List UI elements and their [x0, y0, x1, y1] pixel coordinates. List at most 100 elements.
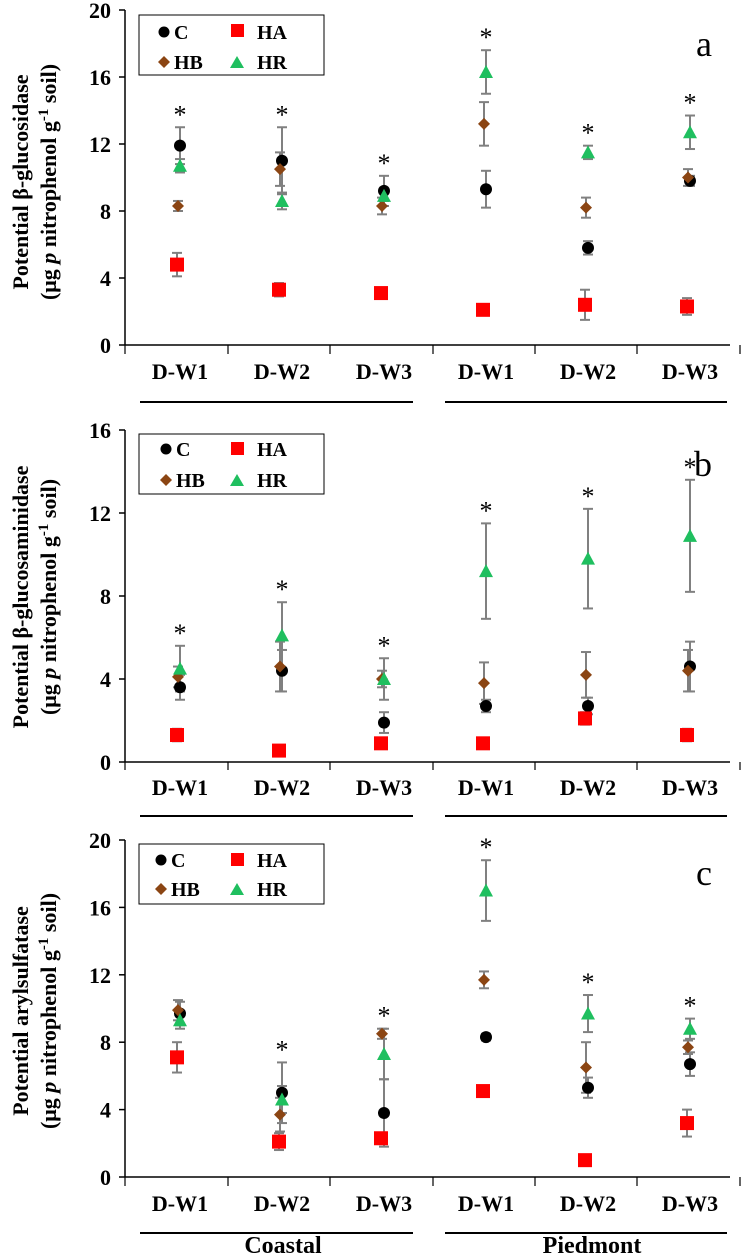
legend-label-hb: HB	[171, 879, 200, 901]
y-tick-label: 0	[100, 333, 111, 358]
point-ha	[680, 728, 694, 743]
significance-star: *	[684, 89, 697, 118]
point-hr	[479, 64, 493, 78]
significance-star: *	[378, 631, 391, 660]
x-tick-label: D-W1	[458, 359, 514, 384]
point-hb	[274, 163, 286, 176]
legend-marker-ha	[231, 853, 244, 866]
point-hb	[172, 1004, 184, 1017]
point-ha	[680, 1116, 694, 1131]
point-ha	[374, 736, 388, 751]
point-c	[276, 154, 288, 167]
panel-b-ylabel-line1: Potential β-glucosaminidase	[8, 465, 33, 728]
x-tick-label: D-W1	[152, 775, 208, 800]
panel-a-ylabel-line1: Potential β-glucosidase	[8, 74, 33, 289]
panel-c-ylabel-line1: Potential arylsulfatase	[8, 906, 33, 1116]
x-tick-label: D-W2	[254, 775, 310, 800]
y-tick-label: 8	[100, 584, 111, 609]
y-tick-label: 16	[89, 418, 111, 443]
x-tick-label: D-W2	[560, 775, 616, 800]
panel-a-plot: 0 4 8 12 16 20 D-W1 D-W2 D-W3 D-W1 D-W2 D-W3 * * * * * *	[89, 0, 741, 403]
significance-star: *	[174, 100, 187, 129]
panel-b-ylabel-line2: (μg p nitrophenol g-1 soil)	[36, 479, 61, 715]
y-tick-label: 8	[100, 199, 111, 224]
y-tick-label: 4	[100, 667, 111, 692]
point-hr	[683, 125, 697, 139]
point-ha	[578, 1153, 592, 1168]
point-c	[378, 1106, 390, 1119]
point-hb	[274, 1108, 286, 1121]
point-ha	[374, 1131, 388, 1146]
panel-a-legend: C HA HB HR	[138, 14, 325, 76]
legend-marker-c	[155, 854, 167, 866]
point-c	[582, 241, 594, 254]
group-label-coastal: Coastal	[244, 1233, 322, 1259]
point-hb	[478, 973, 490, 986]
panel-c-letter: c	[696, 853, 712, 893]
point-hr	[173, 661, 187, 675]
y-tick-label: 8	[100, 1030, 111, 1055]
panel-a-ylabel-line2: (μg p nitrophenol g-1 soil)	[36, 64, 61, 300]
point-ha	[272, 743, 286, 758]
x-tick-label: D-W1	[152, 1191, 208, 1216]
point-hb	[376, 1027, 388, 1040]
legend-label-ha: HA	[257, 850, 288, 872]
point-hb	[682, 664, 694, 677]
point-hr	[377, 1046, 391, 1060]
legend-marker-hb	[155, 883, 167, 895]
legend-marker-ha	[231, 24, 244, 37]
panel-b-plot: 0 4 8 12 16 D-W1 D-W2 D-W3 D-W1 D-W2 D-W3 * * * * * *	[89, 418, 741, 817]
point-hr	[479, 883, 493, 897]
legend-label-ha: HA	[257, 439, 288, 461]
panel-c-legend: C HA HB HR	[138, 843, 325, 905]
point-ha	[170, 1050, 184, 1065]
y-tick-label: 4	[100, 1098, 111, 1123]
point-hb	[478, 117, 490, 130]
legend-marker-hb	[158, 56, 170, 68]
x-tick-label: D-W2	[560, 359, 616, 384]
x-tick-label: D-W1	[458, 1191, 514, 1216]
point-ha	[578, 297, 592, 312]
significance-star: *	[480, 833, 493, 862]
point-c	[684, 1058, 696, 1071]
legend-marker-hr	[230, 56, 244, 68]
panel-a: Potential β-glucosidase (μg p nitropheno…	[8, 0, 741, 403]
point-hr	[275, 1092, 289, 1106]
significance-star: *	[582, 482, 595, 511]
significance-star: *	[276, 100, 289, 129]
x-tick-label: D-W1	[458, 775, 514, 800]
x-tick-label: D-W2	[254, 359, 310, 384]
group-label-piedmont: Piedmont	[543, 1233, 642, 1259]
point-ha	[680, 299, 694, 314]
legend-label-c: C	[171, 850, 185, 872]
point-ha	[170, 728, 184, 743]
point-c	[174, 139, 186, 152]
significance-star: *	[582, 119, 595, 148]
point-hr	[683, 528, 697, 542]
y-tick-label: 20	[89, 0, 111, 23]
y-tick-label: 0	[100, 750, 111, 775]
point-hb	[580, 1061, 592, 1074]
point-hb	[172, 199, 184, 212]
point-hr	[479, 564, 493, 578]
x-tick-label: D-W2	[560, 1191, 616, 1216]
significance-star: *	[582, 968, 595, 997]
panel-a-letter: a	[696, 24, 712, 64]
point-hr	[377, 672, 391, 685]
legend-marker-hb	[160, 474, 172, 486]
y-tick-label: 4	[100, 266, 111, 291]
legend-label-hr: HR	[257, 879, 288, 901]
point-ha	[476, 736, 490, 751]
legend-label-ha: HA	[257, 22, 288, 44]
point-c	[480, 183, 492, 196]
y-tick-label: 12	[89, 963, 111, 988]
point-hr	[173, 158, 187, 172]
point-ha	[170, 257, 184, 272]
y-tick-label: 20	[89, 828, 111, 853]
point-c	[480, 1031, 492, 1044]
legend-marker-ha	[231, 442, 244, 455]
x-tick-label: D-W3	[662, 359, 718, 384]
legend-label-hb: HB	[174, 52, 203, 74]
point-hb	[274, 660, 286, 673]
